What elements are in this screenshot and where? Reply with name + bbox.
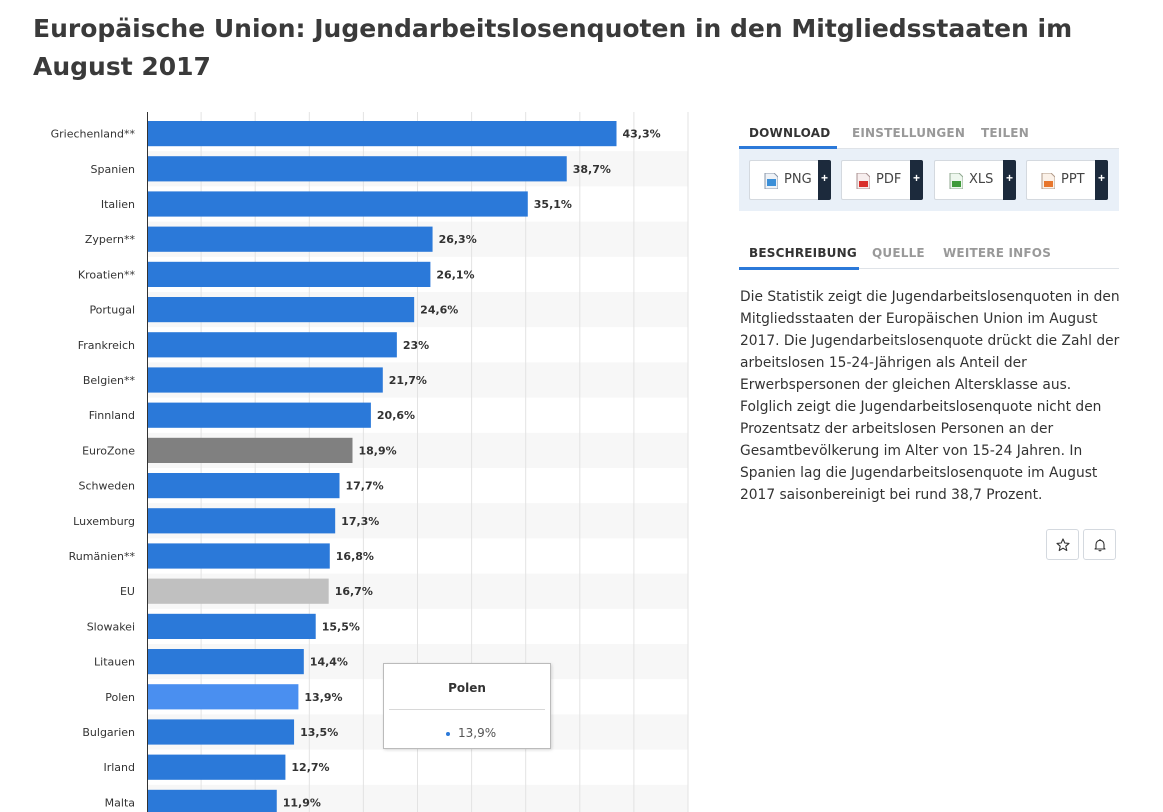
bar	[148, 684, 299, 710]
bar	[148, 226, 433, 252]
value-label: 43,3%	[623, 128, 661, 141]
bell-icon	[1094, 539, 1106, 552]
bar	[148, 613, 316, 639]
bar	[148, 261, 431, 287]
ppt-file-icon	[1041, 173, 1055, 189]
bar	[148, 473, 340, 499]
tab-download[interactable]: DOWNLOAD	[749, 126, 831, 140]
description-text: Die Statistik zeigt die Jugendarbeitslos…	[740, 289, 1120, 503]
bar	[148, 649, 304, 675]
value-label: 26,3%	[439, 233, 477, 246]
bar	[148, 508, 336, 534]
tooltip-title: Polen	[448, 681, 486, 695]
value-label: 17,7%	[346, 480, 384, 493]
download-pdf-label: PDF	[876, 172, 902, 187]
bar	[148, 754, 286, 780]
value-label: 14,4%	[310, 656, 348, 669]
category-label: Polen	[105, 691, 135, 704]
value-label: 21,7%	[389, 374, 427, 387]
category-label: Italien	[101, 198, 135, 211]
category-label: Bulgarien	[82, 726, 135, 739]
value-label: 23%	[403, 339, 429, 352]
category-label: Finnland	[89, 409, 135, 422]
download-png-button[interactable]: PNG +	[749, 160, 831, 200]
category-label: Portugal	[89, 304, 135, 317]
value-label: 20,6%	[377, 409, 415, 422]
value-label: 17,3%	[341, 515, 379, 528]
value-label: 18,9%	[358, 444, 396, 457]
tooltip-value: 13,9%	[458, 726, 497, 740]
category-label: Luxemburg	[73, 515, 135, 528]
category-label: Frankreich	[78, 339, 135, 352]
download-ppt-button[interactable]: PPT +	[1026, 160, 1108, 200]
value-label: 16,8%	[336, 550, 374, 563]
category-label: Kroatien**	[78, 268, 136, 281]
value-label: 16,7%	[335, 585, 373, 598]
category-label: Spanien	[91, 163, 136, 176]
bar	[148, 578, 329, 604]
value-label: 13,5%	[300, 726, 338, 739]
bar	[148, 121, 617, 147]
download-xls-label: XLS	[969, 172, 994, 187]
value-label: 26,1%	[436, 268, 474, 281]
value-label: 11,9%	[283, 796, 321, 809]
value-label: 15,5%	[322, 620, 360, 633]
value-label: 12,7%	[291, 761, 329, 774]
tabs-bottom-divider	[739, 268, 1119, 269]
bar	[148, 719, 295, 745]
bar	[148, 543, 330, 569]
download-xls-plus[interactable]: +	[1003, 160, 1016, 200]
download-ppt-label: PPT	[1061, 172, 1085, 187]
category-label: Slowakei	[87, 620, 135, 633]
download-pdf-button[interactable]: PDF +	[841, 160, 923, 200]
tab-weitere-infos[interactable]: WEITERE INFOS	[943, 246, 1052, 260]
pdf-file-icon	[856, 173, 870, 189]
category-label: EuroZone	[82, 444, 135, 457]
tooltip-series-dot	[446, 732, 450, 736]
bar	[148, 191, 528, 217]
download-xls-button[interactable]: XLS +	[934, 160, 1016, 200]
value-label: 38,7%	[573, 163, 611, 176]
category-label: Griechenland**	[51, 128, 136, 141]
value-label: 13,9%	[304, 691, 342, 704]
download-pdf-plus[interactable]: +	[910, 160, 923, 200]
tab-quelle[interactable]: QUELLE	[872, 246, 925, 260]
category-label: Rumänien**	[69, 550, 136, 563]
tab-einstellungen[interactable]: EINSTELLUNGEN	[852, 126, 966, 140]
bar	[148, 367, 383, 393]
chart-tooltip: Polen 13,9%	[383, 663, 551, 749]
category-label: EU	[120, 585, 135, 598]
bar	[148, 297, 415, 323]
bar	[148, 789, 277, 812]
bar	[148, 437, 353, 463]
category-label: Malta	[105, 796, 135, 809]
tab-teilen[interactable]: TEILEN	[981, 126, 1029, 140]
category-label: Belgien**	[83, 374, 136, 387]
value-label: 35,1%	[534, 198, 572, 211]
page-title: Europäische Union: Jugendarbeitslosenquo…	[33, 14, 1073, 81]
tab-download-underline	[739, 146, 837, 149]
tab-beschreibung[interactable]: BESCHREIBUNG	[749, 246, 857, 260]
bar	[148, 332, 397, 358]
value-label: 24,6%	[420, 304, 458, 317]
favorite-button[interactable]	[1046, 529, 1079, 560]
bar	[148, 402, 371, 428]
png-file-icon	[764, 173, 778, 189]
download-png-label: PNG	[784, 172, 812, 187]
download-ppt-plus[interactable]: +	[1095, 160, 1108, 200]
star-icon	[1056, 538, 1070, 552]
bar-chart: Griechenland** 43,3% Spanien 38,7% Italien 35…	[51, 112, 689, 812]
category-label: Irland	[103, 761, 135, 774]
category-label: Litauen	[94, 656, 135, 669]
tab-beschreibung-underline	[739, 267, 859, 270]
bar	[148, 156, 567, 182]
category-label: Zypern**	[85, 233, 136, 246]
xls-file-icon	[949, 173, 963, 189]
tabs-top-divider	[739, 148, 1119, 149]
notification-button[interactable]	[1083, 529, 1116, 560]
download-png-plus[interactable]: +	[818, 160, 831, 200]
category-label: Schweden	[79, 480, 136, 493]
tooltip-separator	[389, 709, 545, 710]
